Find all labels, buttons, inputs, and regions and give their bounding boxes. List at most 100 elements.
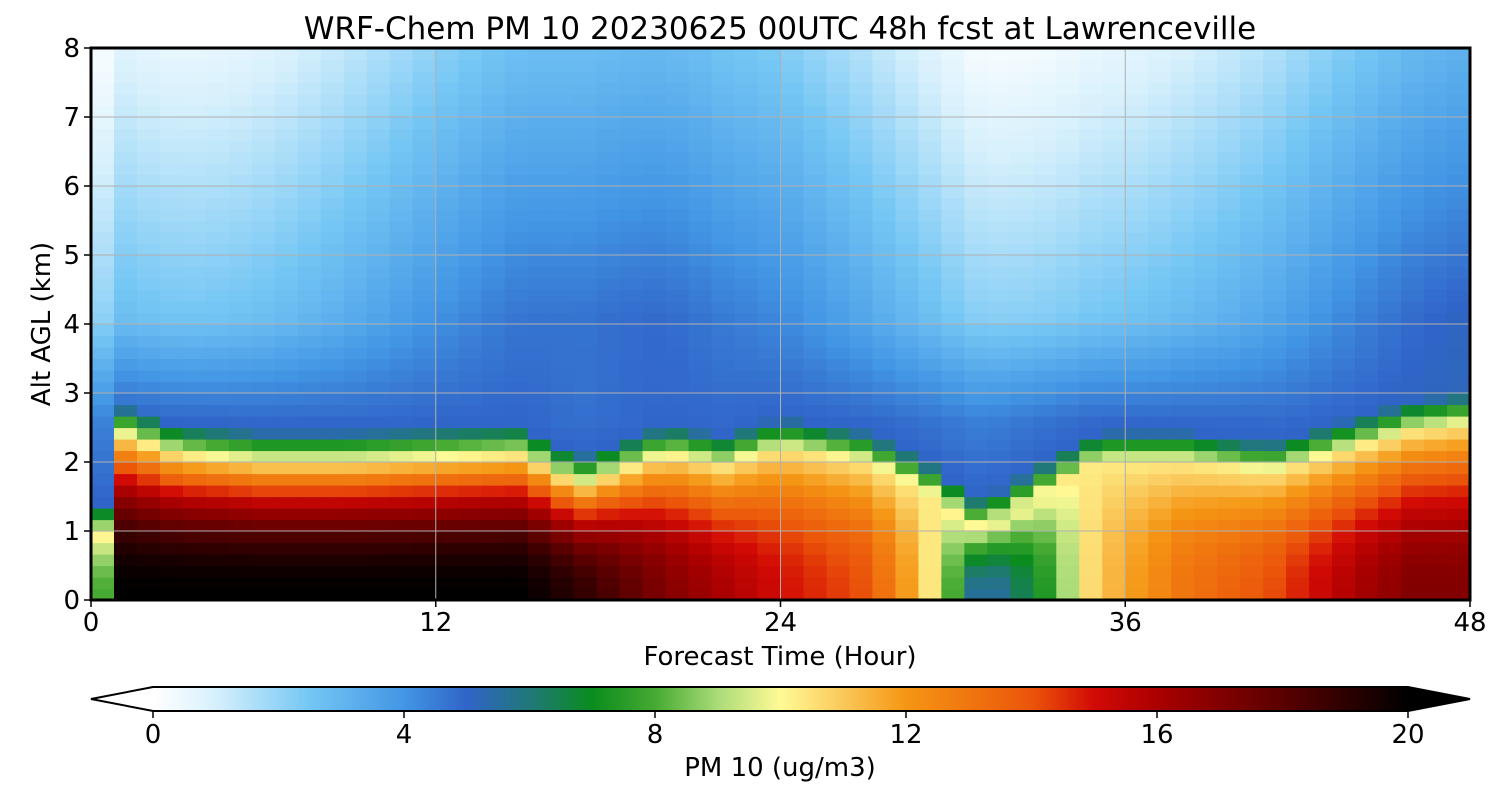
heatmap-cell — [964, 358, 988, 371]
heatmap-cell — [1217, 117, 1241, 130]
heatmap-cell — [872, 94, 897, 107]
heatmap-cell — [826, 473, 851, 486]
heatmap-cell — [366, 197, 391, 210]
heatmap-cell — [711, 324, 736, 337]
heatmap-cell — [343, 473, 368, 486]
heatmap-cell — [320, 404, 345, 417]
heatmap-cell — [1056, 174, 1080, 187]
heatmap-cell — [1079, 243, 1103, 256]
heatmap-cell — [481, 439, 506, 452]
heatmap-cell — [1102, 347, 1126, 360]
heatmap-cell — [780, 312, 805, 325]
heatmap-cell — [665, 71, 690, 84]
heatmap-cell — [826, 94, 851, 107]
heatmap-cell — [113, 278, 138, 291]
heatmap-cell — [274, 519, 299, 532]
heatmap-cell — [1286, 174, 1310, 187]
heatmap-cell — [91, 82, 115, 95]
heatmap-cell — [205, 278, 230, 291]
heatmap-cell — [941, 163, 965, 176]
heatmap-cell — [1263, 186, 1287, 199]
heatmap-cell — [228, 531, 253, 544]
heatmap-cell — [1378, 485, 1402, 498]
heatmap-cell — [1056, 450, 1080, 463]
heatmap-cell — [665, 266, 690, 279]
heatmap-cell — [550, 358, 575, 371]
heatmap-cell — [297, 565, 322, 578]
heatmap-cell — [389, 220, 414, 233]
heatmap-cell — [113, 462, 138, 475]
heatmap-cell — [343, 554, 368, 567]
heatmap-cell — [1447, 347, 1470, 360]
heatmap-cell — [1056, 473, 1080, 486]
heatmap-cell — [228, 243, 253, 256]
heatmap-cell — [504, 266, 529, 279]
heatmap-cell — [1217, 71, 1241, 84]
heatmap-cell — [619, 416, 644, 429]
heatmap-cell — [918, 278, 942, 291]
heatmap-cell — [550, 186, 575, 199]
heatmap-cell — [734, 289, 759, 302]
heatmap-cell — [481, 128, 506, 141]
heatmap-cell — [389, 266, 414, 279]
heatmap-cell — [550, 312, 575, 325]
heatmap-cell — [642, 301, 667, 314]
heatmap-cell — [159, 450, 184, 463]
heatmap-cell — [688, 404, 713, 417]
heatmap-cell — [343, 301, 368, 314]
heatmap-cell — [320, 381, 345, 394]
heatmap-cell — [1171, 140, 1195, 153]
heatmap-cell — [665, 243, 690, 256]
heatmap-cell — [1125, 117, 1149, 130]
heatmap-cell — [918, 496, 942, 509]
heatmap-cell — [1217, 243, 1241, 256]
heatmap-cell — [1033, 370, 1057, 383]
heatmap-cell — [1309, 209, 1333, 222]
heatmap-cell — [366, 94, 391, 107]
heatmap-cell — [251, 496, 276, 509]
heatmap-cell — [1194, 151, 1218, 164]
heatmap-cell — [1171, 473, 1195, 486]
heatmap-cell — [941, 473, 965, 486]
heatmap-cell — [688, 278, 713, 291]
heatmap-cell — [458, 59, 483, 72]
heatmap-cell — [964, 393, 988, 406]
heatmap-cell — [297, 312, 322, 325]
heatmap-cell — [1102, 82, 1126, 95]
heatmap-cell — [734, 174, 759, 187]
heatmap-cell — [1194, 404, 1218, 417]
heatmap-cell — [366, 588, 391, 600]
heatmap-cell — [504, 324, 529, 337]
heatmap-cell — [872, 347, 897, 360]
heatmap-cell — [1079, 565, 1103, 578]
heatmap-cell — [1378, 473, 1402, 486]
heatmap-cell — [872, 519, 897, 532]
heatmap-cell — [941, 174, 965, 187]
heatmap-cell — [343, 151, 368, 164]
heatmap-cell — [826, 220, 851, 233]
heatmap-cell — [550, 71, 575, 84]
heatmap-cell — [573, 416, 598, 429]
heatmap-cell — [1217, 485, 1241, 498]
heatmap-cell — [389, 174, 414, 187]
heatmap-cell — [1286, 312, 1310, 325]
heatmap-cell — [550, 335, 575, 348]
heatmap-cell — [688, 59, 713, 72]
heatmap-cell — [205, 439, 230, 452]
heatmap-cell — [435, 347, 460, 360]
heatmap-cell — [1125, 255, 1149, 268]
heatmap-cell — [458, 473, 483, 486]
heatmap-cell — [1217, 59, 1241, 72]
heatmap-cell — [1056, 416, 1080, 429]
heatmap-cell — [136, 197, 161, 210]
heatmap-cell — [435, 450, 460, 463]
heatmap-cell — [1378, 71, 1402, 84]
heatmap-cell — [1332, 485, 1356, 498]
heatmap-cell — [182, 381, 207, 394]
heatmap-cell — [803, 531, 828, 544]
heatmap-cell — [91, 542, 115, 555]
heatmap-cell — [734, 450, 759, 463]
heatmap-cell — [941, 485, 965, 498]
heatmap-cell — [964, 542, 988, 555]
heatmap-cell — [1010, 59, 1034, 72]
